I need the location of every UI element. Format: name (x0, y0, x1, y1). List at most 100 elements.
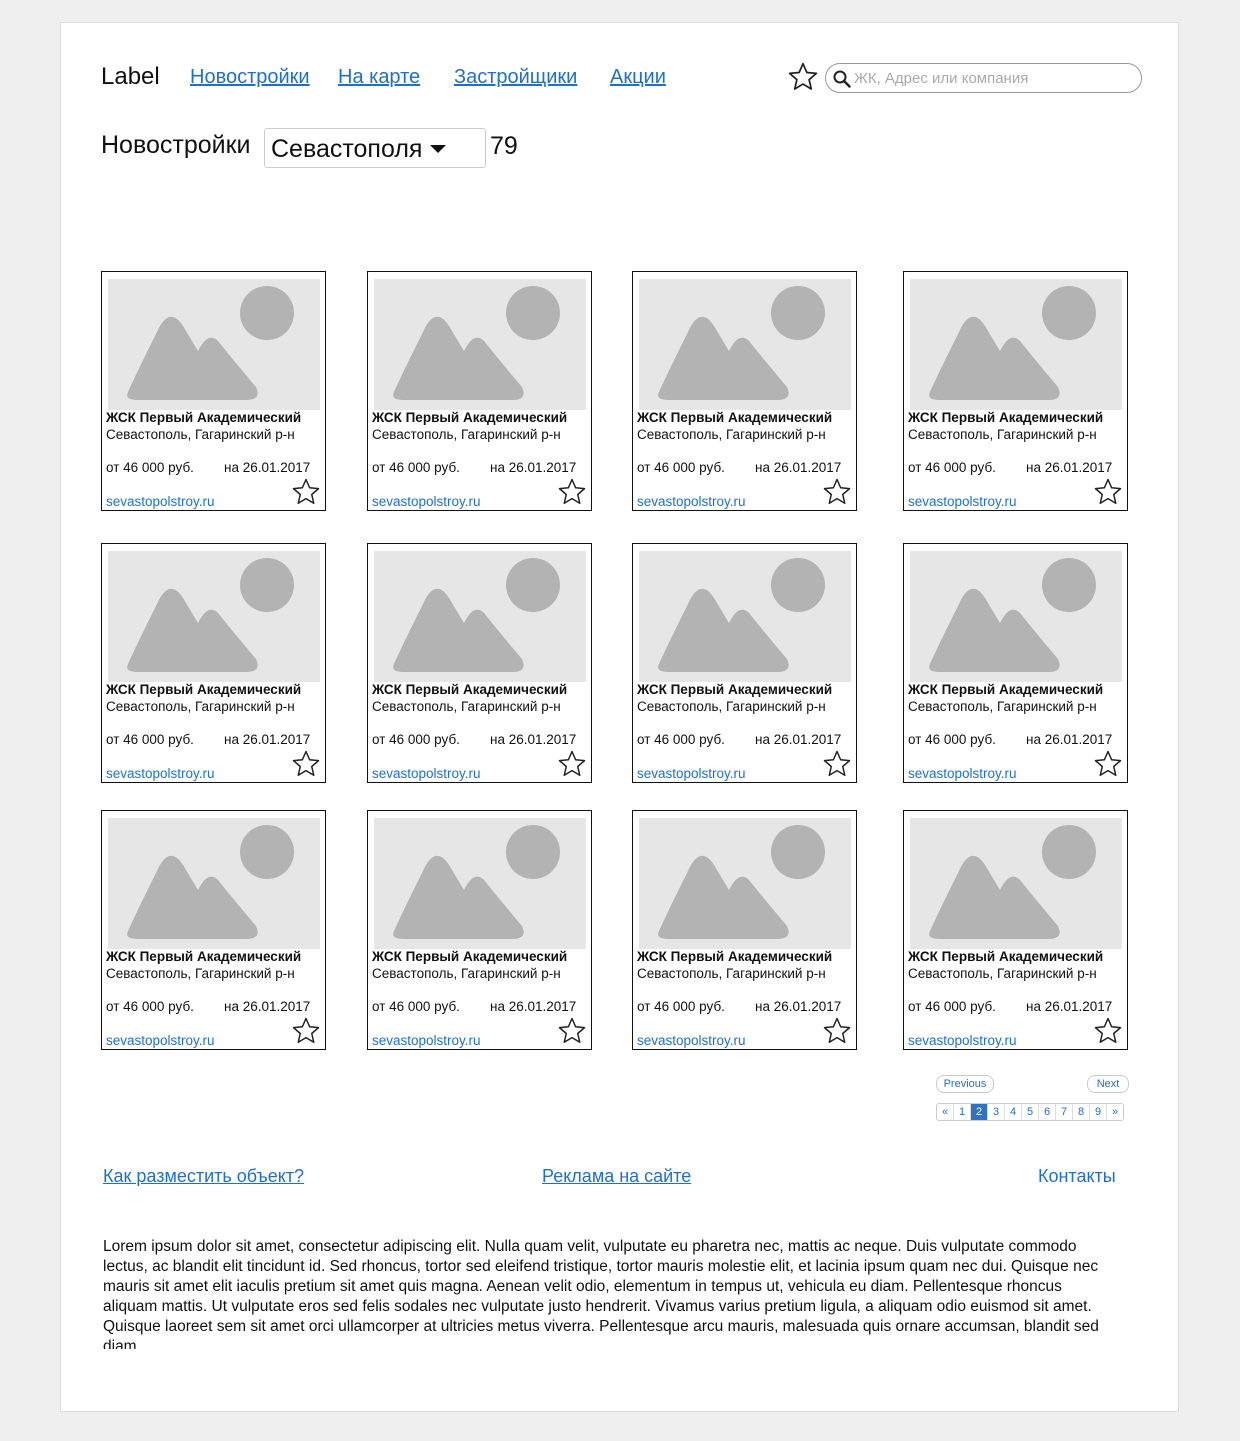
favorite-star-icon[interactable] (557, 1016, 587, 1046)
image-placeholder-icon[interactable] (108, 279, 320, 410)
listing-card[interactable]: ЖСК Первый Академический Севастополь, Гаг… (632, 271, 857, 511)
listing-card[interactable]: ЖСК Первый Академический Севастополь, Гаг… (903, 810, 1128, 1050)
listing-date: на 26.01.2017 (1026, 460, 1113, 475)
listing-address: Севастополь, Гагаринский р-н (372, 427, 561, 442)
footer-link-advertising[interactable]: Реклама на сайте (542, 1166, 692, 1186)
listing-card[interactable]: ЖСК Первый Академический Севастополь, Гаг… (367, 810, 592, 1050)
listing-address: Севастополь, Гагаринский р-н (372, 699, 561, 714)
listing-price: от 46 000 руб. (637, 732, 725, 747)
listing-site-link[interactable]: sevastopolstroy.ru (637, 766, 746, 781)
listing-card[interactable]: ЖСК Первый Академический Севастополь, Гаг… (101, 543, 326, 783)
image-placeholder-icon[interactable] (108, 818, 320, 949)
listing-price: от 46 000 руб. (372, 999, 460, 1014)
pagination-next-button[interactable]: Next (1087, 1075, 1129, 1093)
image-placeholder-icon[interactable] (108, 551, 320, 682)
listing-site-link[interactable]: sevastopolstroy.ru (637, 1033, 746, 1048)
nav-link-map[interactable]: На карте (338, 66, 421, 88)
pagination-page[interactable]: 4 (1005, 1104, 1022, 1120)
listing-site-link[interactable]: sevastopolstroy.ru (908, 494, 1017, 509)
city-select[interactable]: Севастополя (264, 128, 486, 168)
listing-address: Севастополь, Гагаринский р-н (908, 966, 1097, 981)
listing-name[interactable]: ЖСК Первый Академический (372, 682, 568, 697)
pagination-previous-button[interactable]: Previous (936, 1075, 994, 1093)
image-placeholder-icon[interactable] (374, 818, 586, 949)
listing-card[interactable]: ЖСК Первый Академический Севастополь, Гаг… (367, 271, 592, 511)
listing-date: на 26.01.2017 (224, 732, 311, 747)
listing-address: Севастополь, Гагаринский р-н (637, 966, 826, 981)
listing-name[interactable]: ЖСК Первый Академический (637, 410, 833, 425)
listing-name[interactable]: ЖСК Первый Академический (908, 682, 1104, 697)
image-placeholder-icon[interactable] (910, 279, 1122, 410)
favorite-star-icon[interactable] (557, 749, 587, 779)
image-placeholder-icon[interactable] (374, 551, 586, 682)
pagination-page[interactable]: 3 (988, 1104, 1005, 1120)
listing-card[interactable]: ЖСК Первый Академический Севастополь, Гаг… (903, 543, 1128, 783)
image-placeholder-icon[interactable] (639, 551, 851, 682)
image-placeholder-icon[interactable] (910, 818, 1122, 949)
favorite-star-icon[interactable] (1093, 749, 1123, 779)
listing-name[interactable]: ЖСК Первый Академический (106, 682, 302, 697)
listing-card[interactable]: ЖСК Первый Академический Севастополь, Гаг… (632, 810, 857, 1050)
pagination-page[interactable]: 7 (1056, 1104, 1073, 1120)
listing-price: от 46 000 руб. (908, 732, 996, 747)
pagination-page[interactable]: 9 (1090, 1104, 1107, 1120)
listing-card[interactable]: ЖСК Первый Академический Севастополь, Гаг… (367, 543, 592, 783)
listing-card[interactable]: ЖСК Первый Академический Севастополь, Гаг… (101, 810, 326, 1050)
favorite-star-icon[interactable] (291, 477, 321, 507)
favorite-star-icon[interactable] (822, 749, 852, 779)
page-container: Label Новостройки На карте Застройщики А… (60, 22, 1179, 1412)
listing-name[interactable]: ЖСК Первый Академический (106, 410, 302, 425)
favorite-star-icon[interactable] (1093, 1016, 1123, 1046)
pagination-last[interactable]: » (1111, 1106, 1119, 1118)
listing-name[interactable]: ЖСК Первый Академический (908, 949, 1104, 964)
listing-name[interactable]: ЖСК Первый Академический (637, 682, 833, 697)
image-placeholder-icon[interactable] (374, 279, 586, 410)
search-input[interactable] (854, 68, 1134, 88)
listing-name[interactable]: ЖСК Первый Академический (372, 949, 568, 964)
city-select-value: Севастополя (271, 135, 423, 163)
pagination-first[interactable]: « (937, 1104, 954, 1120)
listing-name[interactable]: ЖСК Первый Академический (372, 410, 568, 425)
favorite-star-icon[interactable] (291, 1016, 321, 1046)
pagination-page[interactable]: 2 (971, 1104, 988, 1120)
chevron-down-icon (430, 145, 446, 153)
pagination-page[interactable]: 6 (1039, 1104, 1056, 1120)
favorite-star-icon[interactable] (822, 477, 852, 507)
listing-site-link[interactable]: sevastopolstroy.ru (372, 494, 481, 509)
listing-name[interactable]: ЖСК Первый Академический (908, 410, 1104, 425)
pagination-page[interactable]: 5 (1022, 1104, 1039, 1120)
listing-card[interactable]: ЖСК Первый Академический Севастополь, Гаг… (632, 543, 857, 783)
favorite-star-icon[interactable] (557, 477, 587, 507)
favorite-star-icon[interactable] (291, 749, 321, 779)
listing-site-link[interactable]: sevastopolstroy.ru (908, 766, 1017, 781)
listing-site-link[interactable]: sevastopolstroy.ru (106, 494, 215, 509)
listing-site-link[interactable]: sevastopolstroy.ru (372, 766, 481, 781)
pagination: « 1 2 3 4 5 6 7 8 9 » (936, 1103, 1124, 1121)
nav-link-novostroyki[interactable]: Новостройки (190, 66, 310, 88)
footer-link-how-to-place[interactable]: Как разместить объект? (103, 1166, 305, 1186)
listing-site-link[interactable]: sevastopolstroy.ru (106, 766, 215, 781)
listing-name[interactable]: ЖСК Первый Академический (106, 949, 302, 964)
favorite-star-icon[interactable] (1093, 477, 1123, 507)
listing-card[interactable]: ЖСК Первый Академический Севастополь, Гаг… (903, 271, 1128, 511)
favorites-star-icon[interactable] (787, 61, 819, 93)
image-placeholder-icon[interactable] (639, 818, 851, 949)
listing-card[interactable]: ЖСК Первый Академический Севастополь, Гаг… (101, 271, 326, 511)
page-title: Новостройки (101, 131, 251, 159)
pagination-page[interactable]: 8 (1073, 1104, 1090, 1120)
pagination-page[interactable]: 1 (954, 1104, 971, 1120)
image-placeholder-icon[interactable] (639, 279, 851, 410)
footer-link-contacts[interactable]: Контакты (1038, 1166, 1116, 1186)
listing-site-link[interactable]: sevastopolstroy.ru (908, 1033, 1017, 1048)
nav-link-promotions[interactable]: Акции (610, 66, 666, 88)
listing-site-link[interactable]: sevastopolstroy.ru (106, 1033, 215, 1048)
listing-site-link[interactable]: sevastopolstroy.ru (372, 1033, 481, 1048)
listing-address: Севастополь, Гагаринский р-н (908, 427, 1097, 442)
listing-address: Севастополь, Гагаринский р-н (106, 427, 295, 442)
nav-link-developers[interactable]: Застройщики (454, 66, 578, 88)
listing-site-link[interactable]: sevastopolstroy.ru (637, 494, 746, 509)
image-placeholder-icon[interactable] (910, 551, 1122, 682)
logo[interactable]: Label (101, 63, 160, 90)
listing-name[interactable]: ЖСК Первый Академический (637, 949, 833, 964)
favorite-star-icon[interactable] (822, 1016, 852, 1046)
